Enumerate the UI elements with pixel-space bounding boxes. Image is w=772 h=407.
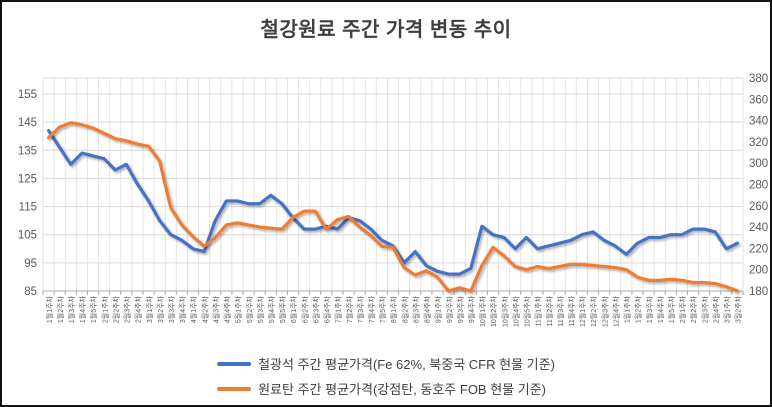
svg-text:105: 105 (18, 230, 37, 242)
svg-text:7월2주차: 7월2주차 (345, 295, 354, 323)
svg-text:2월2주차: 2월2주차 (111, 295, 120, 323)
svg-text:2월3주차: 2월3주차 (700, 295, 709, 323)
svg-text:8월1주차: 8월1주차 (389, 295, 398, 323)
chart-legend: 철광석 주간 평균가격(Fe 62%, 북중국 CFR 현물 기준) 원료탄 주… (217, 354, 555, 398)
svg-text:1월3주차: 1월3주차 (67, 295, 76, 323)
x-axis-labels: 1월1주차 1월2주차 1월3주차 1월4주차 1월5주차 2월1주차 2월2주차 2월3주차… (45, 295, 743, 327)
svg-text:3월2주차: 3월2주차 (156, 295, 165, 323)
svg-text:5월1주차: 5월1주차 (234, 295, 243, 323)
svg-text:4월4주차: 4월4주차 (223, 295, 232, 323)
svg-text:7월5주차: 7월5주차 (378, 295, 387, 323)
svg-text:5월3주차: 5월3주차 (256, 295, 265, 323)
left-axis-tick-labels: 85 95 105 115 125 135 145 155 (18, 89, 37, 298)
svg-text:1월2주차: 1월2주차 (56, 295, 65, 323)
svg-text:380: 380 (749, 73, 768, 85)
svg-text:1월4주차: 1월4주차 (78, 295, 87, 323)
legend-item-iron-ore: 철광석 주간 평균가격(Fe 62%, 북중국 CFR 현물 기준) (217, 354, 555, 373)
svg-text:2월3주차: 2월3주차 (123, 295, 132, 323)
svg-text:200: 200 (749, 265, 768, 277)
svg-text:9월4주차: 9월4주차 (467, 295, 476, 323)
svg-text:11월2주차: 11월2주차 (545, 295, 554, 326)
svg-text:6월2주차: 6월2주차 (300, 295, 309, 323)
chart-title: 철강원료 주간 가격 변동 추이 (260, 19, 512, 41)
svg-text:3월1주차: 3월1주차 (145, 295, 154, 323)
x-axis-ticks (42, 291, 744, 295)
svg-text:11월1주차: 11월1주차 (534, 295, 543, 326)
svg-text:2월4주차: 2월4주차 (711, 295, 720, 323)
svg-text:1월1주차: 1월1주차 (623, 295, 632, 323)
svg-text:4월3주차: 4월3주차 (211, 295, 220, 323)
svg-text:10월5주차: 10월5주차 (523, 295, 532, 327)
svg-text:12월1주차: 12월1주차 (578, 295, 587, 327)
horizontal-gridlines (43, 77, 743, 292)
svg-text:280: 280 (749, 180, 768, 192)
svg-text:6월4주차: 6월4주차 (323, 295, 332, 323)
vertical-gridlines (42, 78, 744, 291)
right-axis-tick-labels: 180 200 220 240 260 280 300 320 340 360 380 (749, 73, 768, 298)
svg-text:1월4주차: 1월4주차 (656, 295, 665, 323)
svg-text:9월2주차: 9월2주차 (445, 295, 454, 323)
svg-text:12월4주차: 12월4주차 (611, 295, 620, 327)
svg-text:10월2주차: 10월2주차 (489, 295, 498, 327)
svg-text:240: 240 (749, 222, 768, 234)
svg-text:8월3주차: 8월3주차 (411, 295, 420, 323)
svg-text:2월4주차: 2월4주차 (134, 295, 143, 323)
svg-text:6월3주차: 6월3주차 (311, 295, 320, 323)
svg-text:7월1주차: 7월1주차 (334, 295, 343, 323)
chart-plot: 85 95 105 115 125 135 145 155 180 200 220 240 260 280… (18, 73, 768, 327)
svg-text:3월4주차: 3월4주차 (178, 295, 187, 323)
iron-ore-line-swatch-icon (217, 361, 252, 366)
svg-text:7월3주차: 7월3주차 (356, 295, 365, 323)
svg-text:4월1주차: 4월1주차 (189, 295, 198, 323)
svg-text:11월4주차: 11월4주차 (567, 295, 576, 326)
svg-text:2월1주차: 2월1주차 (100, 295, 109, 323)
svg-text:180: 180 (749, 286, 768, 298)
svg-text:12월2주차: 12월2주차 (589, 295, 598, 327)
svg-text:320: 320 (749, 137, 768, 149)
svg-text:2월1주차: 2월1주차 (678, 295, 687, 323)
svg-text:5월5주차: 5월5주차 (278, 295, 287, 323)
svg-text:2월2주차: 2월2주차 (689, 295, 698, 323)
svg-text:260: 260 (749, 201, 768, 213)
svg-text:5월2주차: 5월2주차 (245, 295, 254, 323)
svg-text:9월3주차: 9월3주차 (456, 295, 465, 323)
svg-text:10월1주차: 10월1주차 (478, 295, 487, 327)
svg-text:220: 220 (749, 243, 768, 255)
svg-text:10월3주차: 10월3주차 (500, 295, 509, 327)
svg-text:3월1주차: 3월1주차 (723, 295, 732, 323)
svg-text:1월5주차: 1월5주차 (89, 295, 98, 323)
svg-text:1월5주차: 1월5주차 (667, 295, 676, 323)
svg-text:155: 155 (18, 89, 37, 101)
legend-label-coking-coal: 원료탄 주간 평균가격(강점탄, 동호주 FOB 현물 기준) (258, 382, 546, 397)
svg-text:5월4주차: 5월4주차 (267, 295, 276, 323)
svg-text:7월4주차: 7월4주차 (367, 295, 376, 323)
svg-text:1월3주차: 1월3주차 (645, 295, 654, 323)
svg-text:12월3주차: 12월3주차 (600, 295, 609, 327)
coking-coal-line-swatch-icon (217, 386, 252, 391)
svg-text:360: 360 (749, 94, 768, 106)
coking-coal-series-line (46, 121, 740, 293)
svg-text:4월2주차: 4월2주차 (200, 295, 209, 323)
svg-text:95: 95 (24, 258, 37, 270)
svg-text:135: 135 (18, 145, 37, 157)
svg-text:8월4주차: 8월4주차 (423, 295, 432, 323)
svg-text:85: 85 (24, 286, 37, 298)
svg-text:8월2주차: 8월2주차 (400, 295, 409, 323)
svg-text:115: 115 (19, 202, 37, 214)
svg-text:3월3주차: 3월3주차 (167, 295, 176, 323)
svg-text:1월1주차: 1월1주차 (45, 295, 54, 323)
legend-label-iron-ore: 철광석 주간 평균가격(Fe 62%, 북중국 CFR 현물 기준) (258, 357, 555, 372)
svg-text:145: 145 (18, 117, 37, 129)
svg-text:300: 300 (749, 158, 768, 170)
legend-item-coking-coal: 원료탄 주간 평균가격(강점탄, 동호주 FOB 현물 기준) (217, 379, 546, 398)
svg-text:3월2주차: 3월2주차 (734, 295, 743, 323)
svg-text:11월3주차: 11월3주차 (556, 295, 565, 326)
svg-text:1월2주차: 1월2주차 (634, 295, 643, 323)
svg-text:10월4주차: 10월4주차 (511, 295, 520, 327)
svg-text:6월1주차: 6월1주차 (289, 295, 298, 323)
svg-text:340: 340 (749, 116, 768, 128)
svg-text:125: 125 (18, 173, 37, 185)
svg-text:9월1주차: 9월1주차 (434, 295, 443, 323)
